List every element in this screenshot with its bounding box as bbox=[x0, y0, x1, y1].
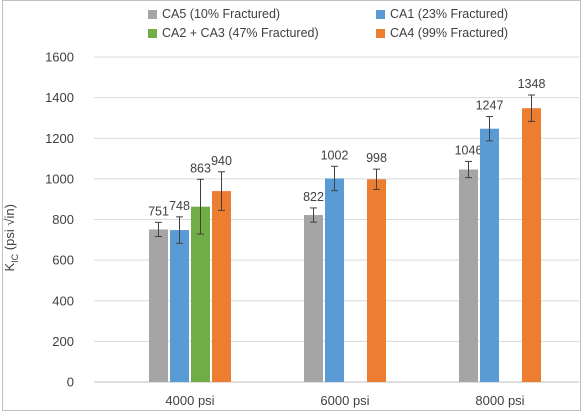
data-label: 751 bbox=[148, 204, 169, 218]
legend-swatch-ca4 bbox=[376, 28, 385, 38]
legend-label-ca1: CA1 (23% Fractured) bbox=[390, 7, 509, 21]
y-tick-label: 1000 bbox=[45, 171, 74, 186]
data-label: 998 bbox=[366, 151, 387, 165]
legend-label-ca2-ca3: CA2 + CA3 (47% Fractured) bbox=[162, 26, 319, 40]
legend-label-ca4: CA4 (99% Fractured) bbox=[390, 26, 509, 40]
x-tick-label: 8000 psi bbox=[475, 393, 524, 408]
data-label: 1348 bbox=[518, 77, 546, 91]
bar bbox=[367, 179, 386, 382]
legend-swatch-ca1 bbox=[376, 9, 385, 19]
x-tick-label: 4000 psi bbox=[165, 393, 214, 408]
bar bbox=[325, 178, 344, 382]
legend-swatch-ca5 bbox=[148, 9, 157, 19]
bar bbox=[459, 169, 478, 382]
data-label: 940 bbox=[211, 154, 232, 168]
legend-item-ca2-ca3: CA2 + CA3 (47% Fractured) bbox=[148, 26, 319, 40]
legend-swatch-ca2-ca3 bbox=[148, 28, 157, 38]
legend-item-ca5: CA5 (10% Fractured) bbox=[148, 7, 280, 21]
legend-item-ca4: CA4 (99% Fractured) bbox=[376, 26, 508, 40]
y-tick-label: 800 bbox=[52, 212, 74, 227]
bar bbox=[480, 128, 499, 382]
legend-label-ca5: CA5 (10% Fractured) bbox=[162, 7, 281, 21]
bar bbox=[522, 108, 541, 382]
y-tick-label: 400 bbox=[52, 293, 74, 308]
y-tick-label: 1400 bbox=[45, 90, 74, 105]
data-label: 1046 bbox=[455, 143, 483, 157]
data-label: 1247 bbox=[476, 99, 504, 113]
bar bbox=[149, 229, 168, 382]
bar bbox=[304, 215, 323, 382]
y-tick-label: 0 bbox=[67, 375, 74, 390]
y-tick-label: 1200 bbox=[45, 131, 74, 146]
bar bbox=[170, 230, 189, 382]
bar bbox=[212, 191, 231, 382]
y-tick-label: 1600 bbox=[45, 50, 74, 65]
x-tick-label: 6000 psi bbox=[320, 393, 369, 408]
data-label: 1002 bbox=[321, 148, 349, 162]
data-label: 822 bbox=[303, 190, 324, 204]
data-label: 748 bbox=[169, 199, 190, 213]
data-label: 863 bbox=[190, 161, 211, 175]
chart-plot: 0 200 400 600 800 1000 1200 1400 1600 4000 psi 600… bbox=[45, 50, 579, 408]
bar bbox=[191, 206, 210, 382]
legend-item-ca1: CA1 (23% Fractured) bbox=[376, 7, 508, 21]
y-tick-label: 200 bbox=[52, 334, 74, 349]
y-tick-label: 600 bbox=[52, 253, 74, 268]
